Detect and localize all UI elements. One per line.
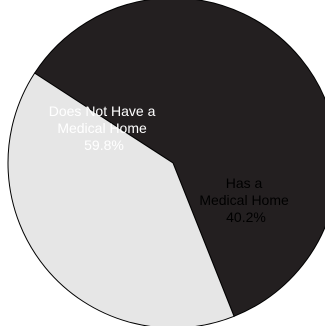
pie-slices [7,0,325,326]
value-does-not-have-medical-home: 59.8% [84,137,124,153]
label-has-line-1: Has a [226,175,263,191]
label-has-line-2: Medical Home [199,192,289,208]
value-has-medical-home: 40.2% [226,209,266,225]
pie-labels: Does Not Have a Medical Home 59.8% Has a… [49,103,292,225]
label-does-not-have-line-1: Does Not Have a [49,103,156,119]
slice-has-medical-home [7,72,235,326]
label-does-not-have-medical-home: Does Not Have a Medical Home 59.8% [49,103,160,153]
slice-does-not-have-medical-home [33,0,325,317]
label-does-not-have-line-2: Medical Home [57,120,147,136]
label-has-medical-home: Has a Medical Home 40.2% [199,175,292,225]
